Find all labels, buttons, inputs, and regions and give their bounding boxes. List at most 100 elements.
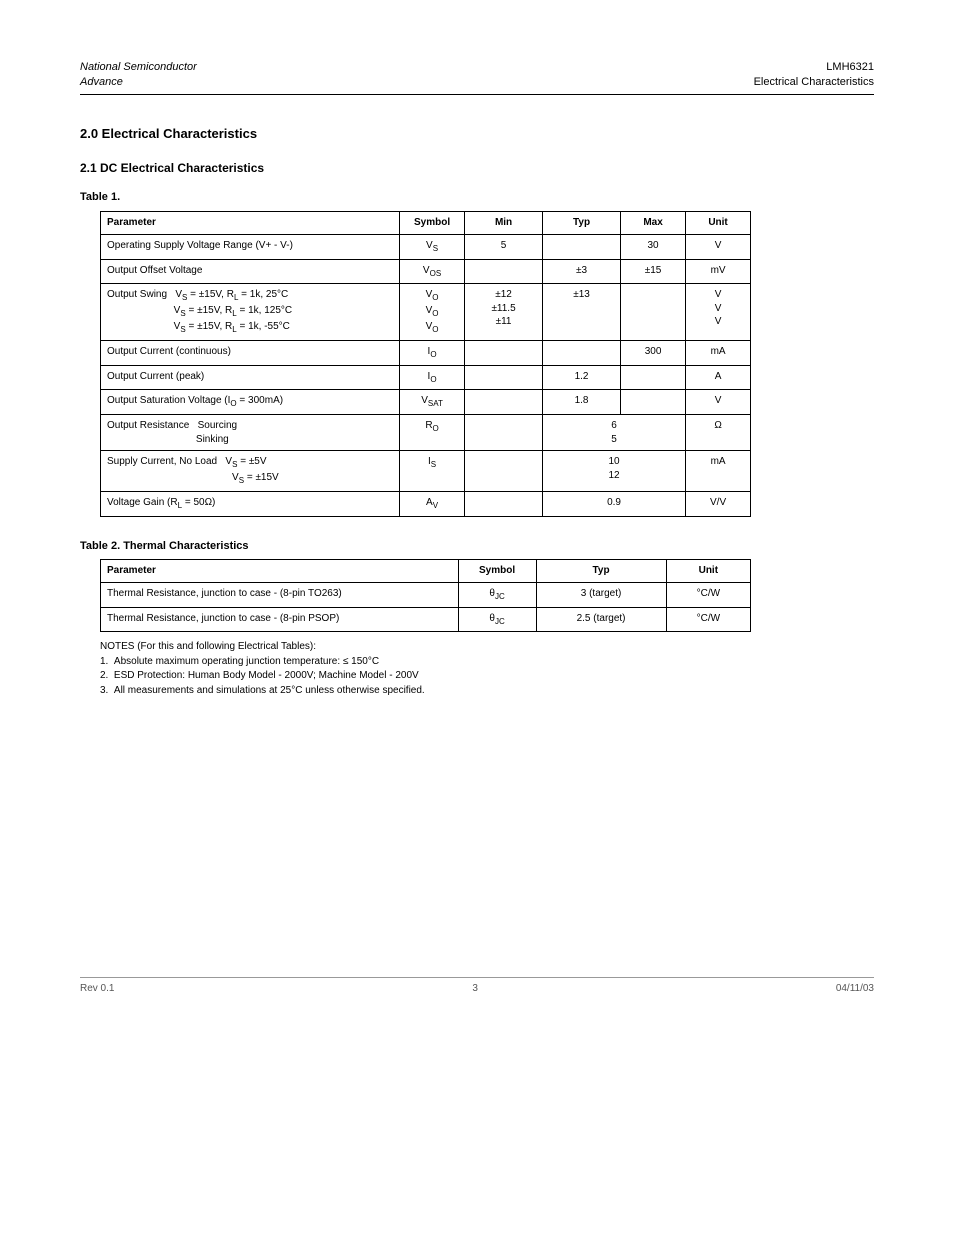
cell-parameter: Output Swing VS = ±15V, RL = 1k, 25°C VS…: [101, 284, 400, 340]
note-item: 2. ESD Protection: Human Body Model - 20…: [100, 669, 874, 683]
page-header: National Semiconductor Advance LMH6321 E…: [80, 60, 874, 90]
cell-max: [621, 365, 686, 390]
table-row: Output Offset VoltageVOS±3±15mV: [101, 259, 751, 284]
cell-symbol: VSAT: [400, 390, 465, 415]
cell-unit: VVV: [686, 284, 751, 340]
thermal-characteristics-table: Parameter Symbol Typ Unit Thermal Resist…: [100, 559, 751, 632]
col-max: Max: [621, 212, 686, 235]
cell-unit: Ω: [686, 415, 751, 451]
subsection-2-1-title: 2.1 DC Electrical Characteristics: [80, 160, 874, 176]
cell-unit: mA: [686, 451, 751, 492]
cell-typ: ±13: [543, 284, 621, 340]
table-row: Output Resistance Sourcing SinkingRO 65Ω: [101, 415, 751, 451]
cell-param: Thermal Resistance, junction to case - (…: [101, 607, 459, 632]
table-header-row: Parameter Symbol Min Typ Max Unit: [101, 212, 751, 235]
col-symbol: Symbol: [400, 212, 465, 235]
col-typ: Typ: [543, 212, 621, 235]
cell-unit: °C/W: [666, 582, 751, 607]
table-2-title: Table 2. Thermal Characteristics: [80, 539, 874, 554]
col-parameter: Parameter: [101, 212, 400, 235]
table-1-title: Table 1.: [80, 190, 874, 205]
cell-max: [621, 284, 686, 340]
col-parameter: Parameter: [101, 560, 459, 583]
cell-min: [465, 340, 543, 365]
table-row: Output Current (peak)IO 1.2 A: [101, 365, 751, 390]
cell-typ: 2.5 (target): [536, 607, 666, 632]
page-footer: Rev 0.1 3 04/11/03: [80, 977, 874, 996]
footer-page: 3: [472, 982, 478, 996]
cell-min: ±12±11.5±11: [465, 284, 543, 340]
cell-parameter: Output Resistance Sourcing Sinking: [101, 415, 400, 451]
cell-unit: mA: [686, 340, 751, 365]
cell-symbol: IS: [400, 451, 465, 492]
cell-symbol: AV: [400, 491, 465, 516]
cell-unit: V/V: [686, 491, 751, 516]
cell-min: [465, 259, 543, 284]
table-row: Output Saturation Voltage (IO = 300mA)VS…: [101, 390, 751, 415]
cell-symbol: IO: [400, 365, 465, 390]
cell-typ: 65: [543, 415, 686, 451]
col-min: Min: [465, 212, 543, 235]
cell-symbol: VOVOVO: [400, 284, 465, 340]
footer-rev: Rev 0.1: [80, 982, 114, 996]
section-2-title: 2.0 Electrical Characteristics: [80, 125, 874, 143]
cell-min: [465, 491, 543, 516]
cell-min: 5: [465, 234, 543, 259]
cell-typ: [543, 340, 621, 365]
cell-max: 30: [621, 234, 686, 259]
cell-symbol: RO: [400, 415, 465, 451]
page: National Semiconductor Advance LMH6321 E…: [0, 0, 954, 1036]
cell-parameter: Operating Supply Voltage Range (V+ - V-): [101, 234, 400, 259]
cell-unit: A: [686, 365, 751, 390]
cell-symbol: IO: [400, 340, 465, 365]
cell-unit: V: [686, 234, 751, 259]
cell-unit: V: [686, 390, 751, 415]
header-rule: [80, 94, 874, 95]
table-row: Output Current (continuous)IO 300mA: [101, 340, 751, 365]
cell-parameter: Supply Current, No Load VS = ±5V VS = ±1…: [101, 451, 400, 492]
cell-max: 300: [621, 340, 686, 365]
cell-typ: 1012: [543, 451, 686, 492]
cell-typ: 1.8: [543, 390, 621, 415]
header-status: Advance: [80, 76, 123, 88]
table-row: Thermal Resistance, junction to case - (…: [101, 607, 751, 632]
cell-parameter: Output Current (peak): [101, 365, 400, 390]
table-row: Thermal Resistance, junction to case - (…: [101, 582, 751, 607]
header-company: National Semiconductor: [80, 61, 197, 73]
table-row: Output Swing VS = ±15V, RL = 1k, 25°C VS…: [101, 284, 751, 340]
note-item: 1. Absolute maximum operating junction t…: [100, 655, 874, 669]
header-section: Electrical Characteristics: [754, 76, 874, 88]
notes-block: NOTES (For this and following Electrical…: [100, 640, 874, 697]
table-row: Voltage Gain (RL = 50Ω)AV 0.9V/V: [101, 491, 751, 516]
cell-max: ±15: [621, 259, 686, 284]
cell-symbol: VOS: [400, 259, 465, 284]
notes-lead: NOTES (For this and following Electrical…: [100, 640, 874, 654]
cell-min: [465, 415, 543, 451]
cell-parameter: Voltage Gain (RL = 50Ω): [101, 491, 400, 516]
header-part: LMH6321: [826, 61, 874, 73]
dc-characteristics-table: Parameter Symbol Min Typ Max Unit Operat…: [100, 211, 751, 516]
footer-date: 04/11/03: [836, 982, 874, 996]
cell-parameter: Output Offset Voltage: [101, 259, 400, 284]
col-typ: Typ: [536, 560, 666, 583]
cell-typ: ±3: [543, 259, 621, 284]
cell-typ: 3 (target): [536, 582, 666, 607]
cell-typ: [543, 234, 621, 259]
cell-min: [465, 451, 543, 492]
cell-min: [465, 365, 543, 390]
col-symbol: Symbol: [458, 560, 536, 583]
cell-typ: 1.2: [543, 365, 621, 390]
header-right: LMH6321 Electrical Characteristics: [754, 60, 874, 90]
cell-max: [621, 390, 686, 415]
cell-parameter: Output Saturation Voltage (IO = 300mA): [101, 390, 400, 415]
cell-symbol: θJC: [458, 607, 536, 632]
col-unit: Unit: [666, 560, 751, 583]
cell-unit: °C/W: [666, 607, 751, 632]
cell-min: [465, 390, 543, 415]
cell-typ: 0.9: [543, 491, 686, 516]
note-item: 3. All measurements and simulations at 2…: [100, 684, 874, 698]
col-unit: Unit: [686, 212, 751, 235]
cell-parameter: Output Current (continuous): [101, 340, 400, 365]
header-left: National Semiconductor Advance: [80, 60, 197, 90]
cell-symbol: VS: [400, 234, 465, 259]
